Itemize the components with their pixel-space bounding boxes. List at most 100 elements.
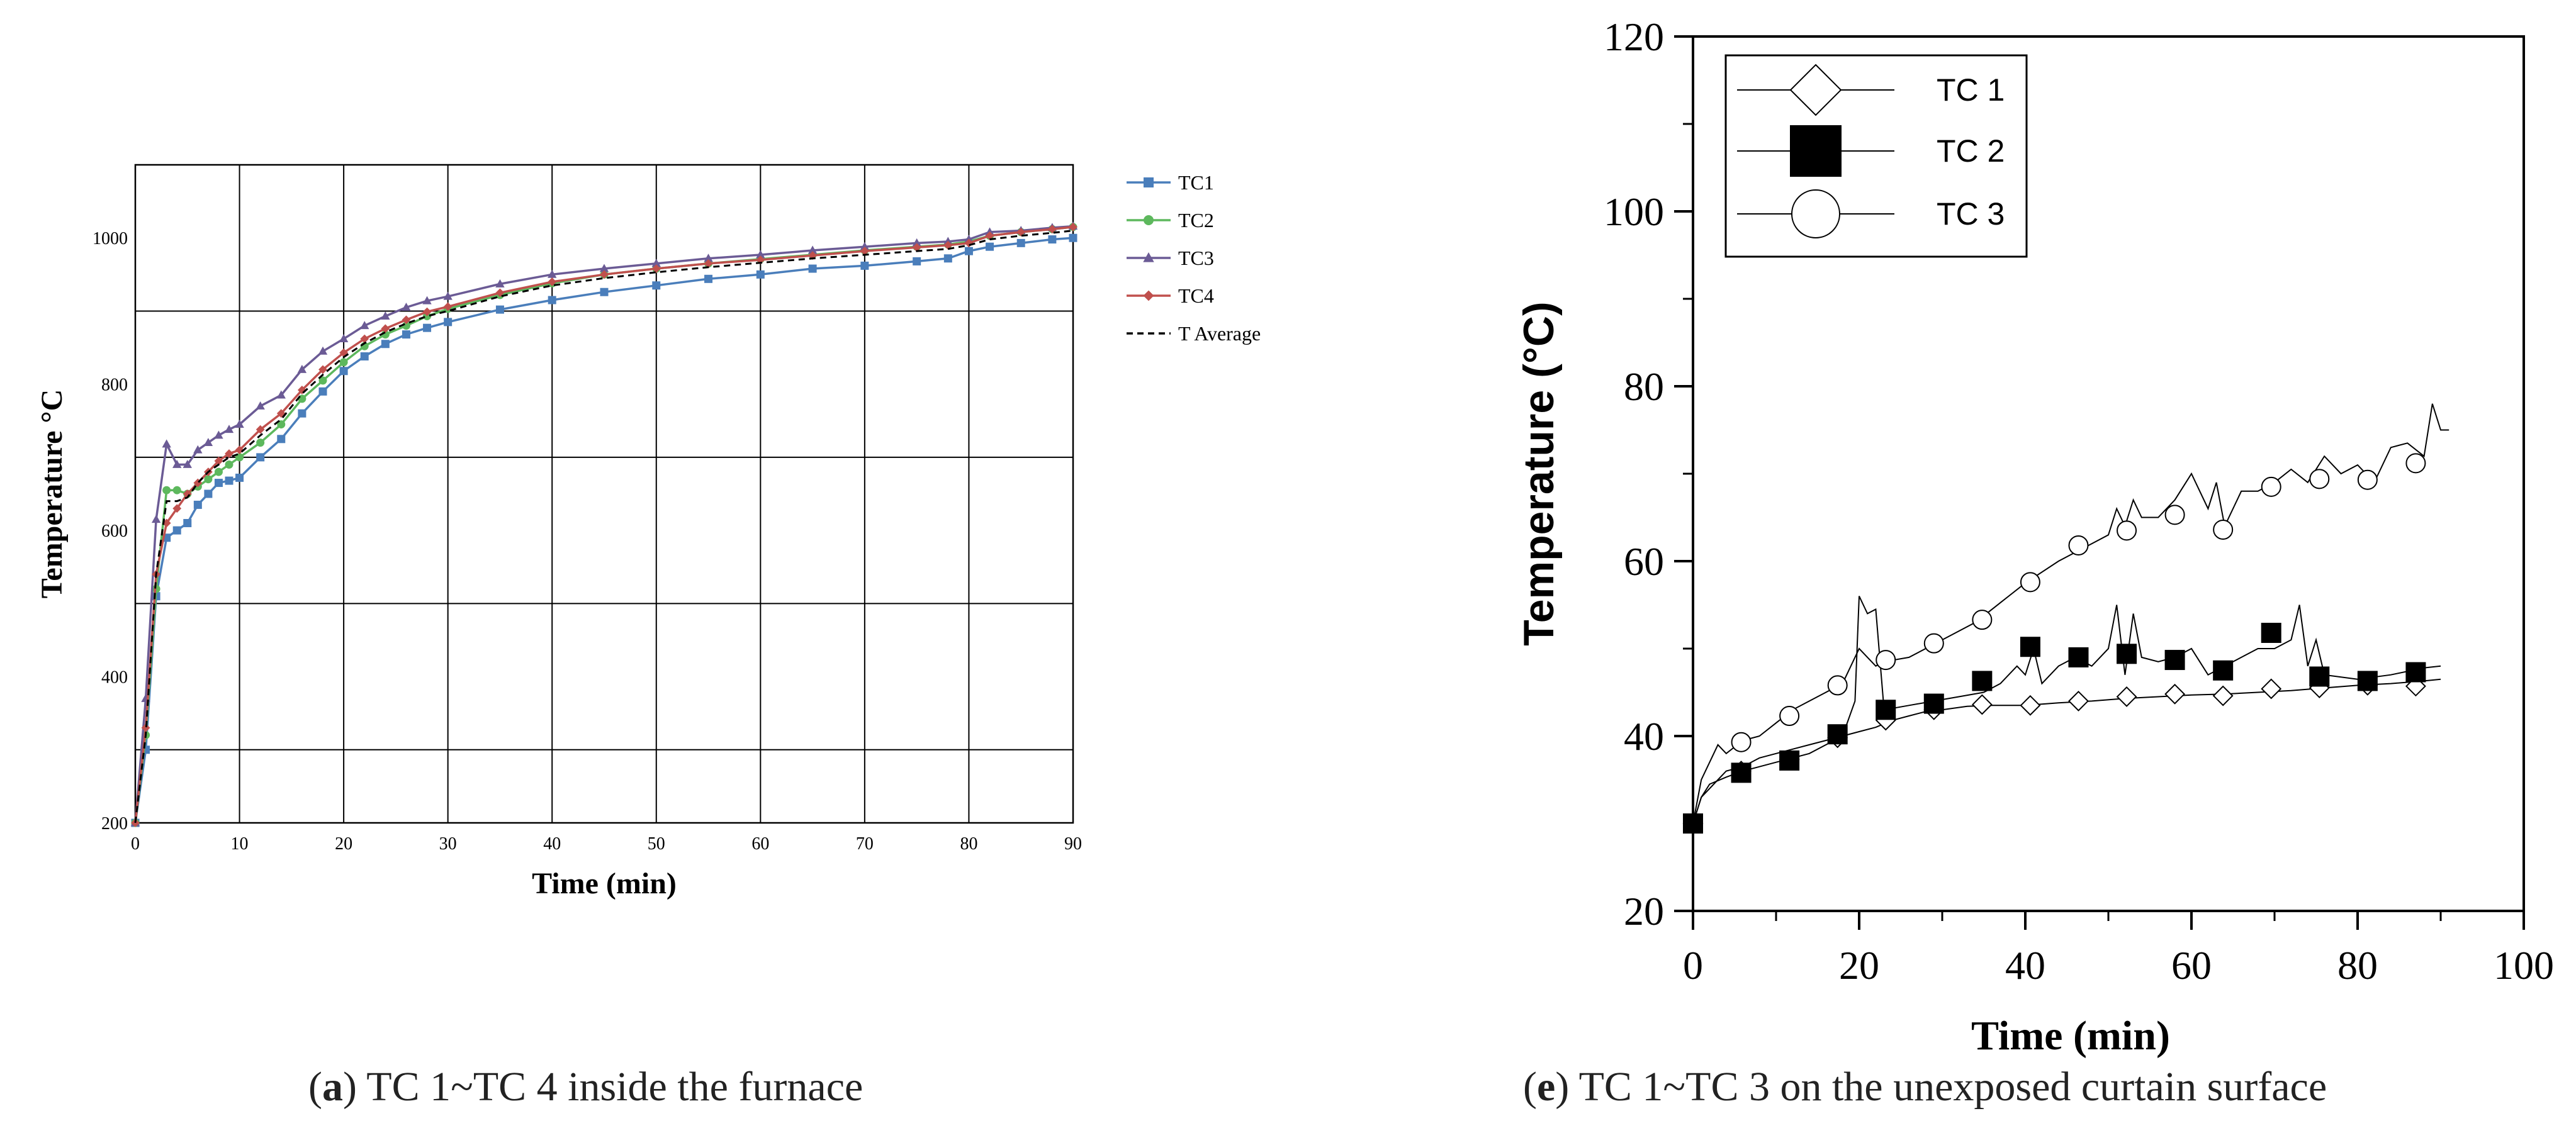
data-point-tc-2 (1731, 762, 1752, 783)
data-point-tc3 (318, 346, 328, 355)
data-point-tc2 (318, 376, 327, 385)
x-tick-label: 90 (1064, 834, 1082, 854)
series-line-tc1 (134, 237, 1074, 823)
plot-frame-a (134, 164, 1074, 824)
data-point-tc4 (225, 449, 233, 458)
data-point-tc-3 (2309, 469, 2330, 489)
y-tick-label: 120 (1604, 14, 1664, 59)
x-tick-label: 10 (231, 834, 249, 854)
data-point-tc4 (276, 409, 286, 418)
data-point-tc4 (141, 723, 150, 732)
data-point-tc4 (600, 270, 609, 279)
legend-marker (1789, 64, 1842, 116)
data-point-tc-3 (1972, 610, 1993, 630)
x-tick-label: 70 (856, 834, 874, 854)
legend-label: TC 3 (1937, 196, 2005, 232)
data-point-tc-2 (1876, 700, 1896, 720)
data-point-tc3 (402, 303, 411, 311)
data-point-tc1 (277, 435, 286, 444)
data-point-tc2 (256, 438, 265, 447)
data-point-tc-2 (2068, 647, 2089, 667)
data-point-tc3 (495, 279, 505, 287)
y-tick-label: 800 (101, 376, 128, 395)
data-point-tc4 (422, 307, 432, 316)
data-point-tc1 (318, 387, 327, 396)
y-tick-label: 1000 (93, 229, 128, 248)
data-point-tc-3 (1876, 650, 1896, 671)
data-point-tc4 (318, 365, 327, 374)
data-point-tc-2 (2117, 644, 2137, 664)
data-point-tc-1 (1971, 694, 1993, 715)
data-point-tc3 (297, 364, 307, 373)
data-point-tc1 (548, 296, 556, 304)
data-point-tc4 (495, 288, 505, 298)
y-tick-label: 400 (101, 668, 128, 688)
x-tick-label: 100 (2494, 943, 2554, 988)
x-tick-label: 40 (2005, 943, 2045, 988)
data-point-tc1 (256, 453, 265, 462)
data-point-tc-2 (2261, 622, 2281, 643)
x-tick-label: 20 (1839, 943, 1879, 988)
legend-label: TC2 (1178, 209, 1214, 232)
data-point-tc1 (652, 281, 661, 290)
x-tick-label: 0 (1683, 943, 1703, 988)
data-point-tc3 (203, 438, 213, 447)
y-tick-label: 100 (1604, 189, 1664, 234)
x-tick-label: 80 (2337, 943, 2378, 988)
data-point-tc3 (235, 420, 244, 428)
data-point-tc-2 (1923, 693, 1944, 714)
caption-e: (e) TC 1~TC 3 on the unexposed curtain s… (1523, 1064, 2327, 1110)
data-point-tc3 (214, 430, 223, 439)
data-point-tc1 (913, 257, 921, 265)
data-point-tc4 (651, 264, 661, 273)
data-point-tc1 (339, 367, 348, 376)
legend-marker (1143, 290, 1154, 301)
legend-label: TC 1 (1937, 72, 2005, 108)
data-point-tc1 (756, 270, 765, 279)
data-point-tc1 (225, 476, 233, 485)
x-tick-label: 0 (131, 834, 140, 854)
y-axis-label: Temperature (°C) (1515, 301, 1563, 645)
x-tick-label: 60 (751, 834, 769, 854)
y-tick-label: 40 (1624, 714, 1664, 759)
x-tick-label: 20 (335, 834, 352, 854)
data-point-tc1 (214, 479, 223, 488)
data-point-tc-2 (2020, 637, 2040, 657)
data-point-tc1 (600, 287, 609, 296)
data-point-tc-3 (1779, 706, 1800, 727)
data-point-tc4 (381, 324, 390, 333)
x-axis-label: Time (min) (532, 867, 677, 900)
data-point-tc1 (183, 518, 192, 527)
series-line-tc-2 (1692, 596, 2441, 824)
data-point-tc4 (256, 425, 265, 434)
data-point-tc2 (204, 475, 213, 484)
data-point-tc-1 (2212, 685, 2234, 706)
data-point-tc-1 (2116, 686, 2137, 707)
data-point-tc1 (423, 323, 432, 332)
x-tick-label: 30 (439, 834, 457, 854)
caption-a: (a) TC 1~TC 4 inside the furnace (308, 1064, 863, 1110)
data-point-tc1 (495, 305, 504, 314)
data-point-tc-3 (1923, 633, 1944, 654)
data-point-tc-2 (1779, 750, 1800, 771)
data-point-tc2 (277, 420, 286, 429)
data-point-tc4 (443, 302, 453, 311)
data-point-tc4 (548, 277, 557, 286)
data-point-tc-2 (2164, 650, 2185, 671)
data-point-tc1 (1048, 235, 1057, 244)
legend-label: TC1 (1178, 171, 1214, 194)
y-tick-label: 200 (101, 814, 128, 834)
chart-a: 0 10 20 30 40 50 60 70 80 90 200 400 600 800 1000 Time … (35, 164, 1261, 900)
data-point-tc1 (1016, 238, 1025, 247)
data-point-tc2 (162, 486, 171, 494)
data-point-tc-1 (2020, 695, 2041, 716)
chart-e: 0 20 40 60 80 100 20 40 60 80 100 120 Time (min) Temp… (1515, 14, 2554, 1059)
data-point-tc-3 (2068, 535, 2089, 555)
data-point-tc-3 (2357, 469, 2378, 490)
data-point-tc3 (193, 445, 203, 454)
data-point-tc2 (339, 358, 348, 367)
legend-marker (1144, 215, 1154, 225)
y-axis-label: Temperature °C (35, 389, 69, 598)
data-point-tc4 (172, 504, 182, 513)
